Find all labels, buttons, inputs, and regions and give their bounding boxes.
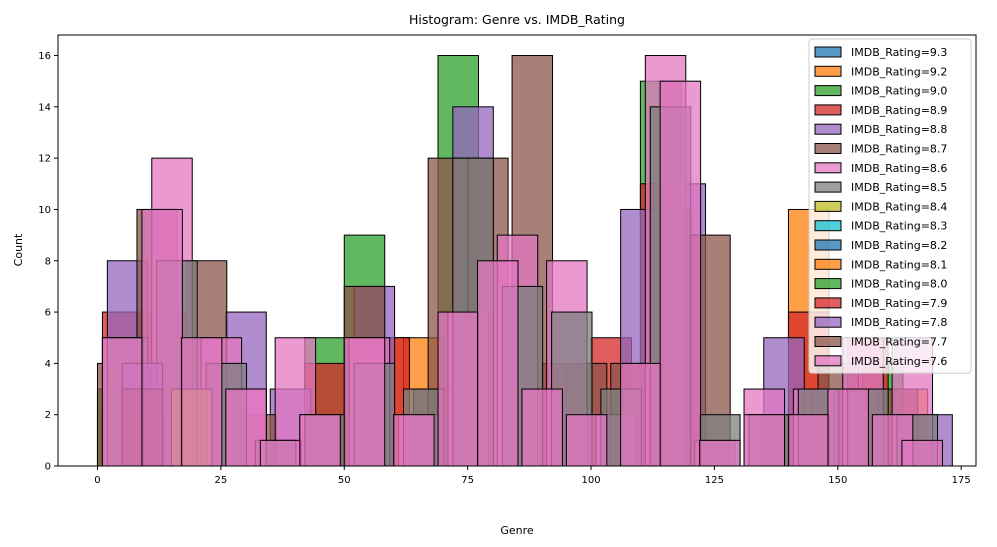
- legend-label: IMDB_Rating=8.7: [851, 143, 947, 156]
- legend: IMDB_Rating=9.3 IMDB_Rating=9.2 IMDB_Ratin…: [808, 38, 972, 374]
- legend-label: IMDB_Rating=8.4: [851, 200, 947, 213]
- histogram-bar: [141, 208, 183, 467]
- legend-swatch: [814, 336, 842, 347]
- legend-box: [808, 38, 972, 374]
- legend-swatch: [814, 123, 842, 135]
- histogram-bar: [101, 337, 144, 467]
- legend-label: IMDB_Rating=9.3: [851, 46, 947, 59]
- y-tick-label: 10: [38, 205, 51, 216]
- legend-swatch: [814, 297, 842, 309]
- histogram-bar: [521, 388, 563, 467]
- y-tick-label: 4: [45, 359, 51, 370]
- histogram-bar: [225, 388, 267, 467]
- legend-swatch: [814, 46, 842, 58]
- legend-label: IMDB_Rating=8.9: [851, 104, 947, 117]
- y-tick-label: 8: [45, 256, 51, 267]
- legend-swatch: [814, 162, 842, 174]
- histogram-bar: [901, 439, 943, 467]
- histogram-bar: [180, 337, 223, 467]
- y-axis-label: Count: [12, 233, 25, 266]
- histogram-bar: [565, 414, 608, 467]
- legend-swatch: [814, 316, 842, 328]
- histogram-bar: [393, 414, 435, 467]
- x-tick-label: 150: [828, 475, 847, 486]
- legend-label: IMDB_Rating=8.8: [851, 123, 947, 136]
- legend-swatch: [814, 181, 842, 193]
- legend-label: IMDB_Rating=8.2: [851, 239, 947, 252]
- legend-swatch: [814, 200, 842, 212]
- histogram-bar: [743, 414, 786, 467]
- histogram-bar: [259, 439, 302, 467]
- x-tick-label: 0: [94, 475, 100, 486]
- histogram-bar: [659, 80, 702, 467]
- legend-swatch: [814, 220, 842, 232]
- legend-label: IMDB_Rating=7.6: [851, 355, 947, 368]
- histogram-bar: [343, 337, 386, 467]
- legend-swatch: [814, 143, 842, 154]
- legend-label: IMDB_Rating=8.0: [851, 278, 947, 291]
- histogram-bar: [827, 388, 869, 467]
- legend-label: IMDB_Rating=8.1: [851, 258, 947, 271]
- histogram-bar: [699, 439, 741, 467]
- legend-label: IMDB_Rating=8.5: [851, 181, 947, 194]
- y-tick-label: 12: [38, 154, 51, 165]
- legend-swatch: [814, 65, 842, 77]
- plot-frame: [57, 34, 977, 467]
- legend-label: IMDB_Rating=7.8: [851, 316, 947, 329]
- x-tick-label: 175: [952, 475, 971, 486]
- histogram-bar: [477, 260, 519, 467]
- histogram-bar: [620, 362, 662, 467]
- legend-swatch: [814, 278, 842, 290]
- bars-layer: [96, 55, 953, 467]
- x-tick-label: 125: [705, 475, 724, 486]
- histogram-bar: [299, 414, 341, 467]
- legend-swatch: [814, 239, 842, 251]
- x-tick-label: 75: [461, 475, 474, 486]
- legend-label: IMDB_Rating=9.2: [851, 65, 947, 78]
- x-tick-label: 50: [338, 475, 351, 486]
- legend-swatch: [814, 355, 842, 367]
- legend-label: IMDB_Rating=8.3: [851, 220, 947, 233]
- x-axis-ticks: 0 25 50 75 100 125 150 175: [94, 466, 971, 486]
- legend-label: IMDB_Rating=8.6: [851, 162, 947, 175]
- y-tick-label: 16: [38, 51, 51, 62]
- x-tick-label: 100: [581, 475, 600, 486]
- y-tick-label: 14: [38, 102, 51, 113]
- x-tick-label: 25: [215, 475, 228, 486]
- y-tick-label: 0: [45, 462, 51, 473]
- y-tick-label: 6: [45, 308, 51, 319]
- x-axis-label: Genre: [500, 524, 534, 537]
- histogram-bar: [437, 311, 479, 467]
- legend-label: IMDB_Rating=7.7: [851, 336, 947, 349]
- y-tick-label: 2: [45, 410, 51, 421]
- histogram-bar: [787, 414, 830, 467]
- legend-swatch: [814, 258, 842, 270]
- y-axis-ticks: 0 2 4 6 8 10 12 14 16: [38, 51, 58, 473]
- legend-label: IMDB_Rating=7.9: [851, 297, 947, 310]
- legend-swatch: [814, 104, 842, 116]
- legend-swatch: [814, 85, 842, 97]
- chart-title: Histogram: Genre vs. IMDB_Rating: [409, 12, 625, 27]
- legend-label: IMDB_Rating=9.0: [851, 85, 947, 98]
